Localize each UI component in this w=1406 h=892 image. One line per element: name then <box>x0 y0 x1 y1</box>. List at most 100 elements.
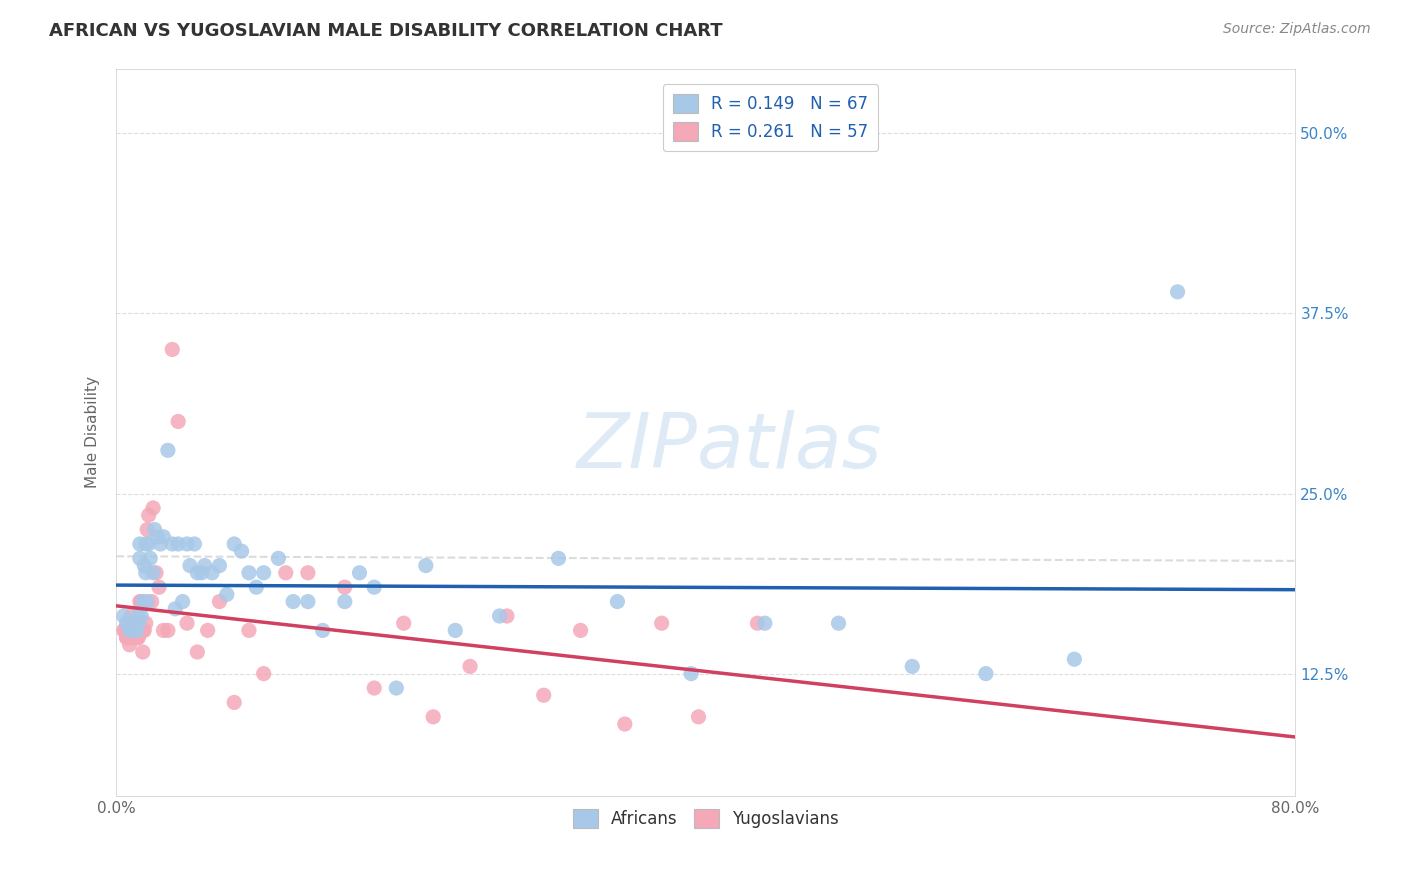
Point <box>120 616 142 631</box>
Point <box>122 624 145 638</box>
Point <box>176 537 198 551</box>
Point <box>333 594 356 608</box>
Point <box>186 645 208 659</box>
Point <box>162 537 184 551</box>
Point <box>115 631 138 645</box>
Point <box>651 616 673 631</box>
Point <box>135 616 157 631</box>
Point <box>253 666 276 681</box>
Point <box>215 587 238 601</box>
Point <box>827 616 849 631</box>
Point <box>125 631 148 645</box>
Point <box>132 624 155 638</box>
Point <box>333 580 356 594</box>
Point <box>136 594 159 608</box>
Point <box>167 537 190 551</box>
Point <box>191 566 214 580</box>
Point <box>121 631 143 645</box>
Point <box>613 717 636 731</box>
Point <box>145 566 167 580</box>
Point <box>117 624 139 638</box>
Point <box>156 624 179 638</box>
Point <box>201 566 224 580</box>
Point <box>122 616 145 631</box>
Point <box>128 594 150 608</box>
Point <box>681 666 703 681</box>
Point <box>141 594 163 608</box>
Point <box>496 609 519 624</box>
Point <box>162 343 184 357</box>
Point <box>127 631 149 645</box>
Point <box>135 566 157 580</box>
Point <box>125 631 148 645</box>
Point <box>114 624 136 638</box>
Point <box>172 594 194 608</box>
Point <box>135 537 157 551</box>
Point <box>149 537 172 551</box>
Point <box>127 624 149 638</box>
Point <box>385 681 408 695</box>
Point <box>156 443 179 458</box>
Point <box>224 537 246 551</box>
Point <box>142 566 165 580</box>
Point <box>139 551 162 566</box>
Point <box>132 645 155 659</box>
Point <box>134 624 156 638</box>
Point <box>238 624 260 638</box>
Point <box>120 624 142 638</box>
Point <box>1063 652 1085 666</box>
Point <box>569 624 592 638</box>
Point <box>1167 285 1189 299</box>
Point <box>186 566 208 580</box>
Point <box>165 602 187 616</box>
Point <box>208 558 231 573</box>
Point <box>458 659 481 673</box>
Point <box>124 616 146 631</box>
Point <box>124 631 146 645</box>
Point <box>349 566 371 580</box>
Point <box>363 681 385 695</box>
Y-axis label: Male Disability: Male Disability <box>86 376 100 488</box>
Point <box>138 508 160 523</box>
Point <box>152 624 174 638</box>
Point <box>120 624 142 638</box>
Point <box>311 624 333 638</box>
Point <box>124 616 146 631</box>
Point <box>132 594 155 608</box>
Point <box>688 710 710 724</box>
Point <box>415 558 437 573</box>
Point <box>118 624 141 638</box>
Point <box>152 530 174 544</box>
Point <box>138 537 160 551</box>
Point <box>224 695 246 709</box>
Point <box>974 666 997 681</box>
Text: ZIPatlas: ZIPatlas <box>576 409 882 483</box>
Point <box>253 566 276 580</box>
Point <box>754 616 776 631</box>
Point <box>274 566 297 580</box>
Text: Source: ZipAtlas.com: Source: ZipAtlas.com <box>1223 22 1371 37</box>
Point <box>194 558 217 573</box>
Point <box>118 638 141 652</box>
Point <box>127 616 149 631</box>
Point <box>134 558 156 573</box>
Point <box>267 551 290 566</box>
Point <box>143 523 166 537</box>
Point <box>197 624 219 638</box>
Point <box>183 537 205 551</box>
Point <box>488 609 510 624</box>
Legend: Africans, Yugoslavians: Africans, Yugoslavians <box>565 803 846 835</box>
Point <box>444 624 467 638</box>
Point <box>422 710 444 724</box>
Point <box>115 631 138 645</box>
Point <box>392 616 415 631</box>
Point <box>128 624 150 638</box>
Point <box>606 594 628 608</box>
Point <box>363 580 385 594</box>
Point <box>146 530 169 544</box>
Point <box>125 624 148 638</box>
Point <box>131 609 153 624</box>
Point <box>231 544 253 558</box>
Point <box>112 624 135 638</box>
Point <box>121 631 143 645</box>
